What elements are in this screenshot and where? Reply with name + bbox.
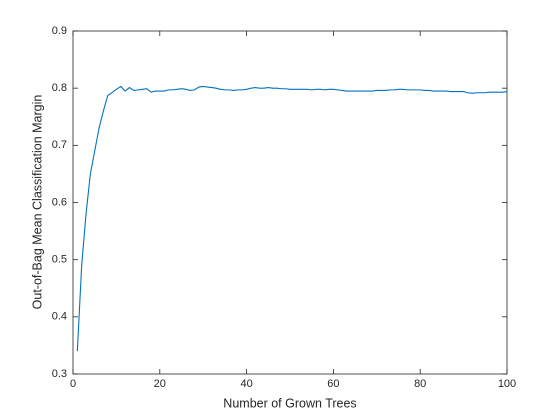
- x-tick-label: 40: [240, 378, 252, 390]
- y-axis-label: Out-of-Bag Mean Classification Margin: [30, 95, 44, 310]
- x-tick-label: 100: [498, 378, 516, 390]
- y-tick-label: 0.5: [52, 254, 67, 266]
- x-tick-label: 80: [414, 378, 426, 390]
- y-tick-label: 0.7: [52, 139, 67, 151]
- x-tick-label: 20: [154, 378, 166, 390]
- y-tick-label: 0.3: [52, 368, 67, 380]
- y-tick-label: 0.9: [52, 25, 67, 37]
- x-axis-label: Number of Grown Trees: [223, 396, 356, 410]
- y-tick-label: 0.6: [52, 196, 67, 208]
- x-tick-label: 60: [327, 378, 339, 390]
- y-tick-label: 0.8: [52, 82, 67, 94]
- line: [76, 85, 508, 352]
- y-tick-label: 0.4: [52, 311, 67, 323]
- x-tick-label: 0: [70, 378, 76, 390]
- plot-area: [72, 30, 508, 375]
